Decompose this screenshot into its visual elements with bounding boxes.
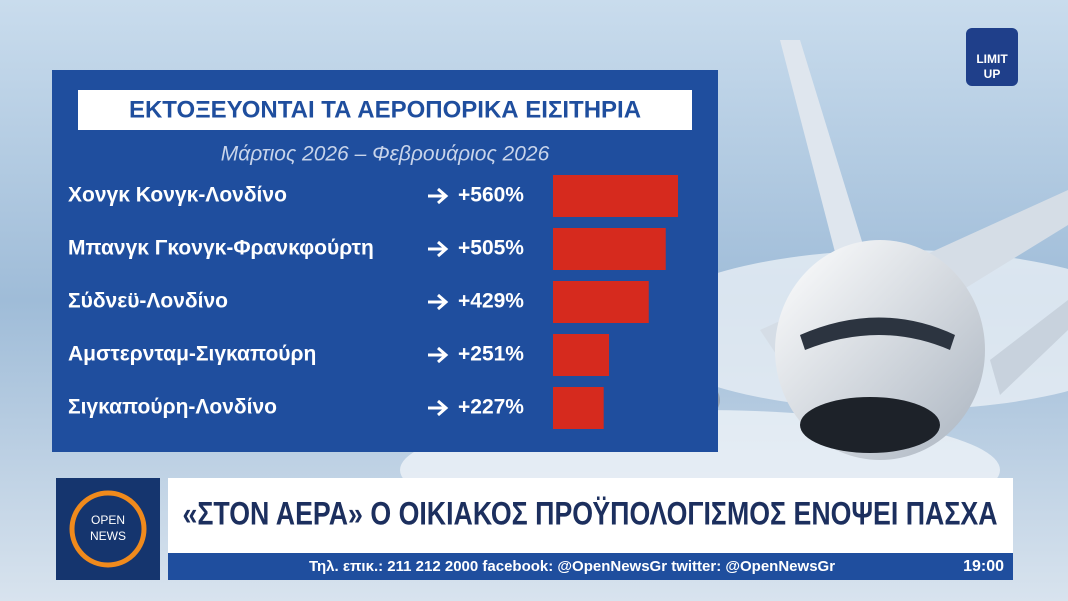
title-box [78, 90, 692, 130]
value-label: +505% [458, 237, 524, 260]
category-label: Αμστερνταμ-Σιγκαπούρη [68, 343, 316, 366]
category-label: Σιγκαπούρη-Λονδίνο [68, 396, 277, 419]
ticker-bar [168, 553, 1013, 580]
arrow-icon [428, 399, 449, 417]
value-label: +560% [458, 184, 524, 207]
value-label: +227% [458, 396, 524, 419]
category-label: Μπανγκ Γκονγκ-Φρανκφούρτη [68, 237, 374, 260]
clock: 19:00 [963, 558, 1004, 575]
category-label: Σύδνεϋ-Λονδίνο [68, 290, 228, 313]
bar [553, 175, 678, 217]
logo-text: LIMIT [976, 52, 1008, 66]
logo-text: UP [984, 67, 1001, 81]
bar [553, 281, 649, 323]
arrow-icon [428, 187, 449, 205]
ticker: Τηλ. επικ.: 211 212 2000 facebook: @Open… [309, 558, 835, 575]
bar [553, 334, 610, 376]
bar [553, 387, 604, 429]
headline-bar [168, 478, 1013, 553]
arrow-icon [428, 240, 449, 258]
arrow-icon [428, 293, 449, 311]
news-logo-text: OPEN [91, 513, 125, 527]
chart-subtitle: Μάρτιος 2026 – Φεβρουάριος 2026 [221, 143, 550, 166]
news-logo-ring [69, 490, 147, 568]
value-label: +429% [458, 290, 524, 313]
chart-title: ΕΚΤΟΞΕΥΟΝΤΑΙ ΤΑ ΑΕΡΟΠΟΡΙΚΑ ΕΙΣΙΤΗΡΙΑ [129, 96, 641, 123]
value-label: +251% [458, 343, 524, 366]
bar [553, 228, 666, 270]
limit-up-logo: LIMIT UP [966, 28, 1018, 86]
headline: «ΣΤΟΝ ΑΕΡΑ» Ο ΟΙΚΙΑΚΟΣ ΠΡΟΫΠΟΛΟΓΙΣΜΟΣ ΕΝ… [183, 495, 998, 531]
news-logo-text: NEWS [90, 529, 126, 543]
category-label: Χονγκ Κονγκ-Λονδίνο [68, 184, 287, 207]
arrow-icon [428, 346, 449, 364]
